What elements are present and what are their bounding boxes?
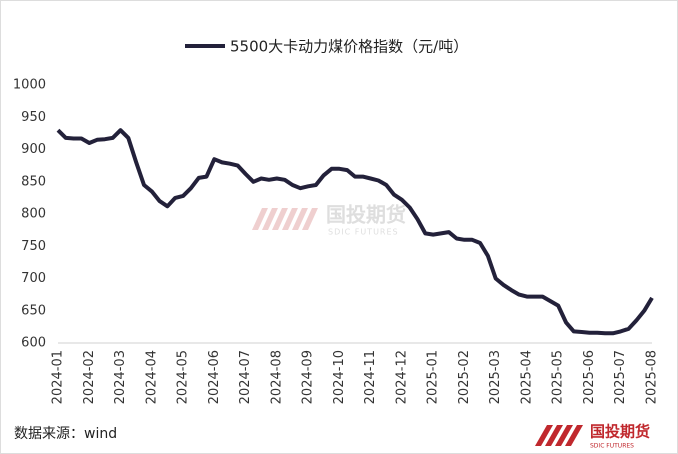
x-tick-label: 2025-07 bbox=[613, 350, 628, 404]
x-tick-label: 2025-02 bbox=[457, 350, 472, 404]
x-tick-label: 2024-12 bbox=[394, 350, 409, 404]
y-tick-label: 600 bbox=[21, 336, 46, 351]
y-tick-label: 900 bbox=[21, 142, 46, 157]
y-tick-label: 850 bbox=[21, 174, 46, 189]
y-tick-label: 700 bbox=[21, 271, 46, 286]
logo-english: SDIC FUTURES bbox=[590, 443, 634, 450]
logo: 国投期货 SDIC FUTURES bbox=[535, 423, 650, 450]
watermark-name: 国投期货 bbox=[326, 203, 406, 227]
x-tick-label: 2025-03 bbox=[488, 350, 503, 404]
x-tick-label: 2025-04 bbox=[519, 350, 534, 404]
x-tick-label: 2024-06 bbox=[207, 350, 222, 404]
legend-label: 5500大卡动力煤价格指数（元/吨） bbox=[230, 38, 468, 56]
x-tick-label: 2024-09 bbox=[301, 350, 316, 404]
x-tick-label: 2024-02 bbox=[82, 350, 97, 404]
y-tick-label: 1000 bbox=[13, 78, 46, 93]
source-note: 数据来源：wind bbox=[14, 426, 117, 442]
x-tick-label: 2025-05 bbox=[551, 350, 566, 404]
x-tick-label: 2025-01 bbox=[426, 350, 441, 404]
x-tick-label: 2024-11 bbox=[363, 350, 378, 404]
y-tick-label: 800 bbox=[21, 207, 46, 222]
x-tick-label: 2025-08 bbox=[645, 350, 660, 404]
x-tick-label: 2025-06 bbox=[582, 350, 597, 404]
watermark-english: SDIC FUTURES bbox=[328, 228, 399, 237]
y-tick-label: 950 bbox=[21, 110, 46, 125]
y-tick-label: 750 bbox=[21, 239, 46, 254]
watermark: 国投期货 SDIC FUTURES bbox=[252, 203, 406, 237]
series-line bbox=[56, 128, 654, 336]
x-tick-label: 2024-08 bbox=[269, 350, 284, 404]
x-tick-label: 2024-07 bbox=[238, 350, 253, 404]
logo-name: 国投期货 bbox=[590, 423, 650, 441]
x-tick-label: 2024-05 bbox=[176, 350, 191, 404]
x-tick-label: 2024-10 bbox=[332, 350, 347, 404]
x-tick-label: 2024-04 bbox=[144, 350, 159, 404]
x-tick-label: 2024-03 bbox=[113, 350, 128, 404]
x-tick-label: 2024-01 bbox=[51, 350, 66, 404]
y-tick-label: 650 bbox=[21, 303, 46, 318]
